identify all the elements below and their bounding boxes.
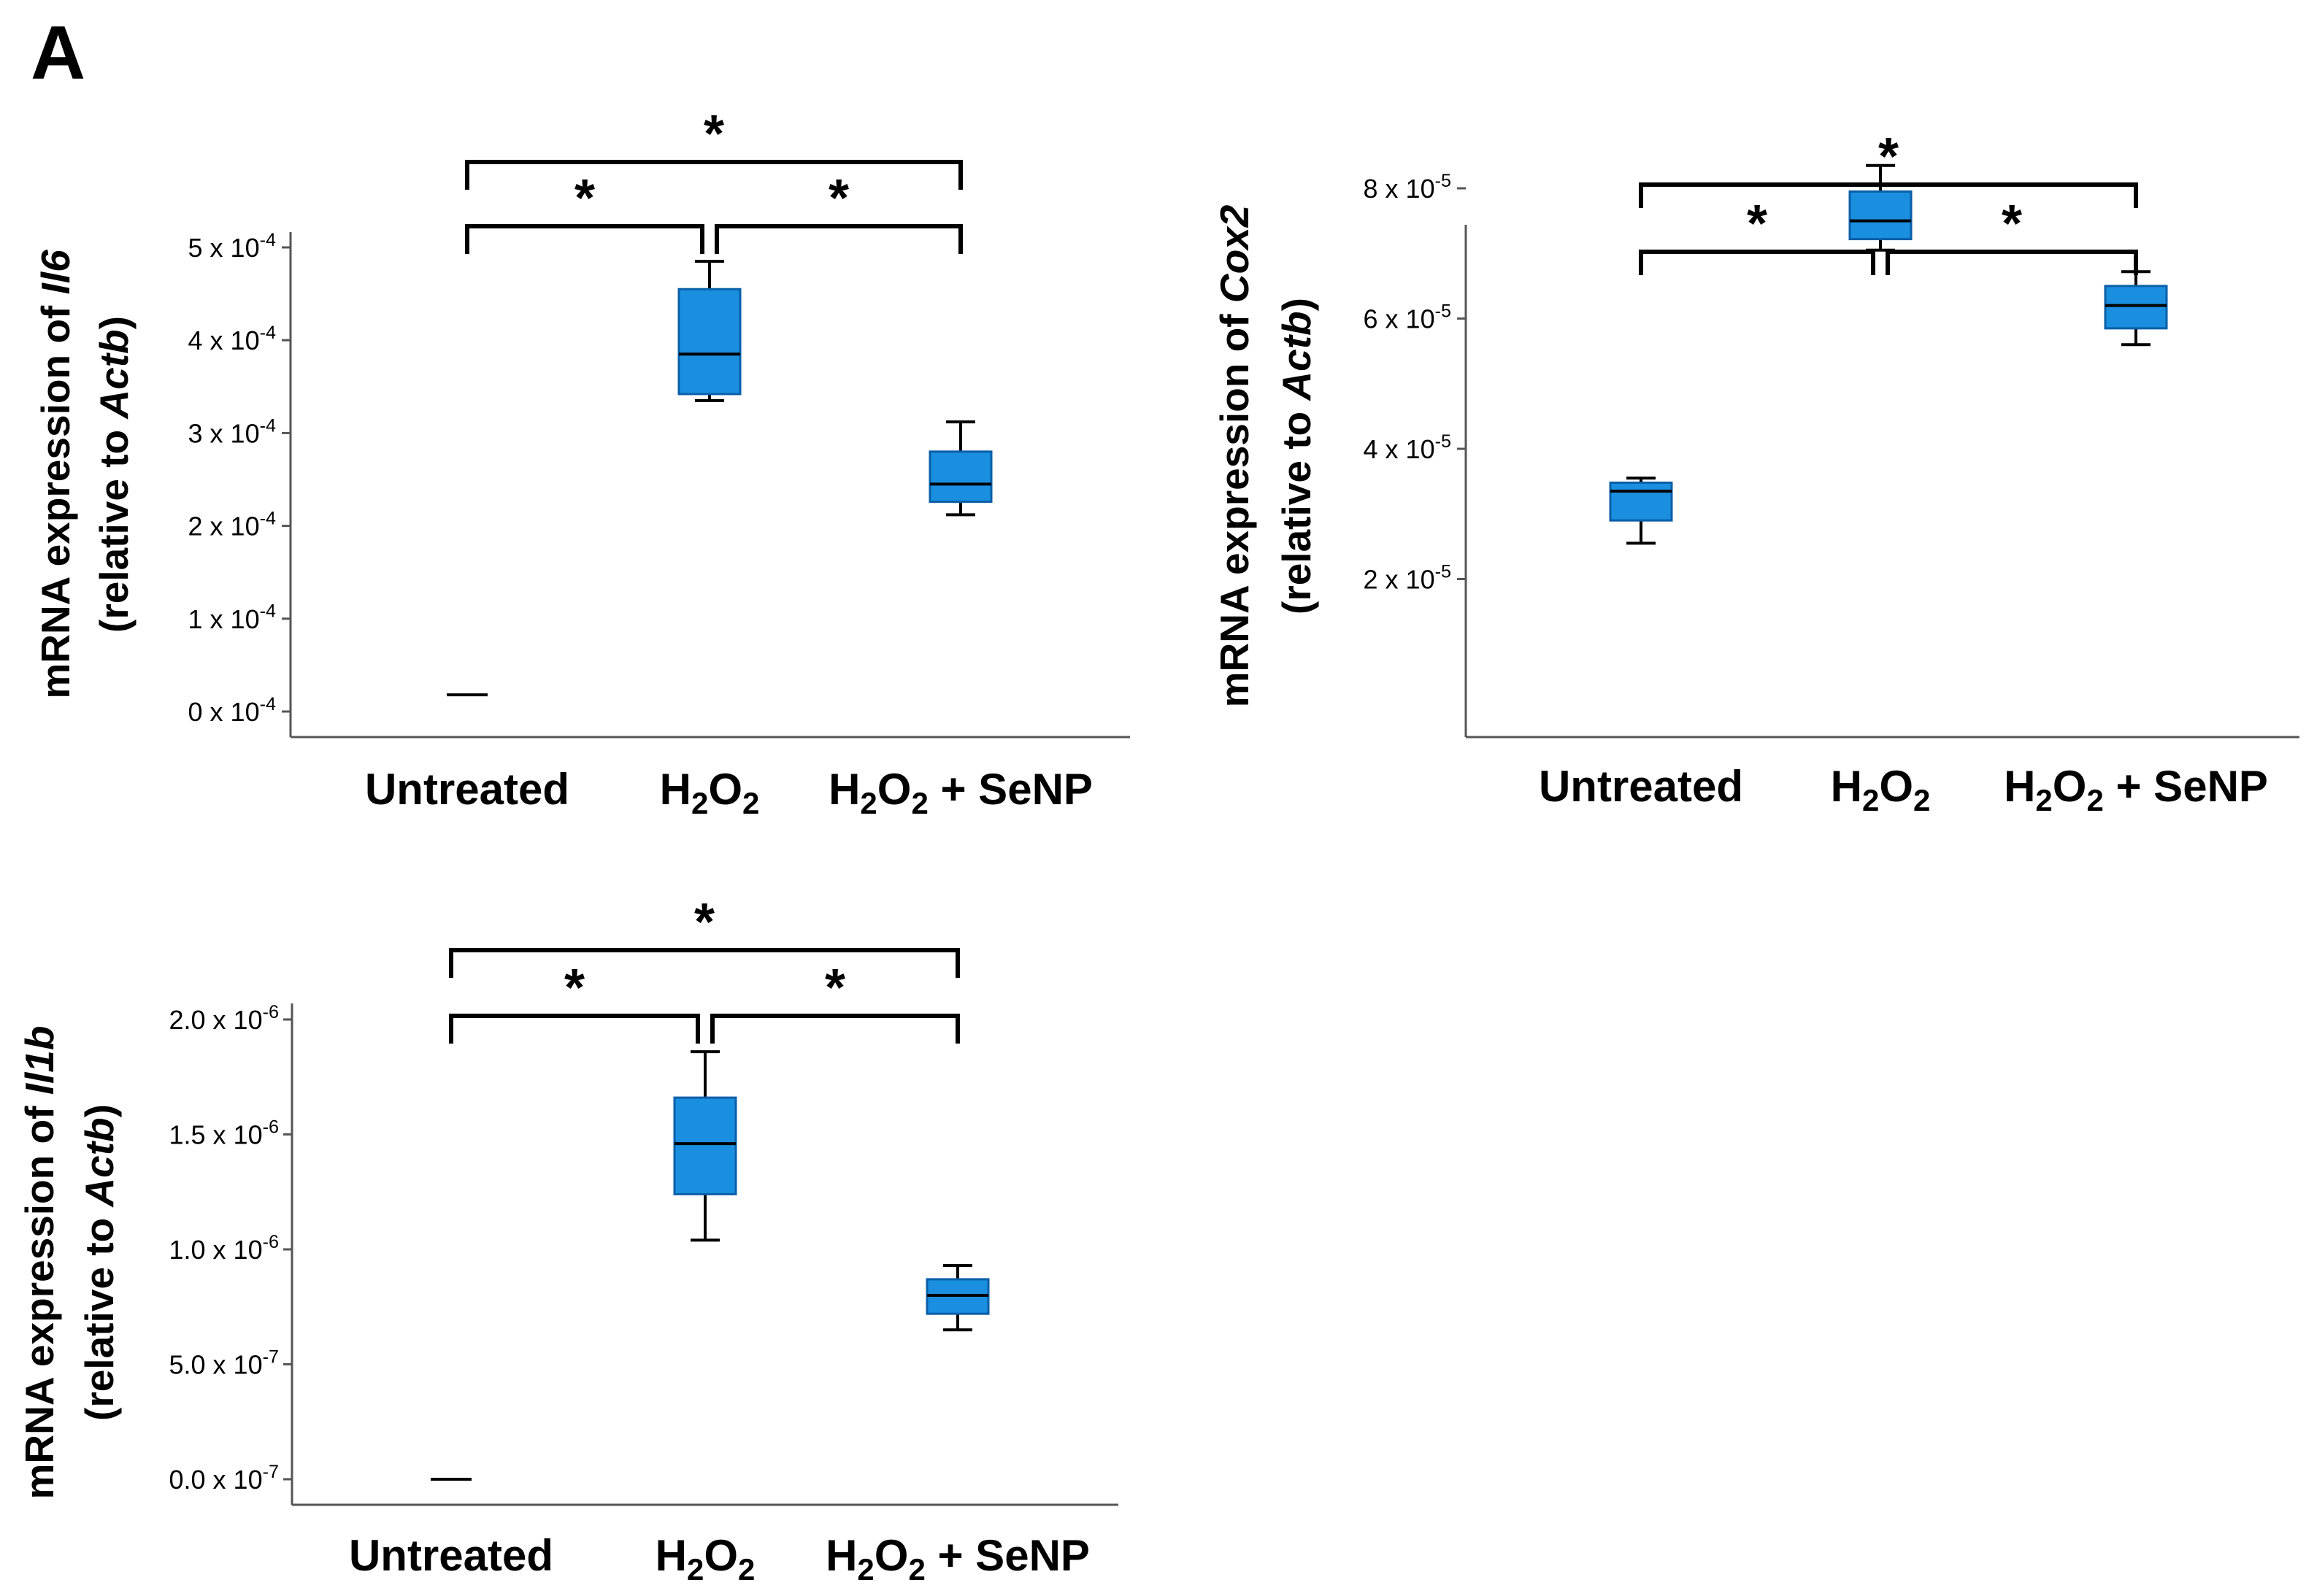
chart-panel-cox2: 2 x 10-5 4 x 10-5 6 x 10-5 8 x 10-5 mRNA exp… [1212,128,2299,817]
box-iqr [673,1096,737,1195]
box-plot-h2o2-senp [926,1264,990,1332]
chart-panel-il6: 0 x 10-4 1 x 10-4 2 x 10-4 3 x 10-4 4 x 10-4… [33,105,1130,820]
box-iqr [677,288,742,396]
box-plot-h2o2 [677,260,742,402]
significance-star: * [1878,128,1899,186]
x-category-label: H2O2 [1831,762,1931,817]
y-tick-label: 3 x 10-4 [188,415,276,448]
x-category-label: H2O2 + SeNP [829,765,1093,820]
bracket-line [1639,250,1875,275]
significance-star: * [825,959,845,1017]
box-iqr [2104,285,2168,330]
box-iqr [1609,481,1673,522]
box-plot-h2o2 [1848,163,1913,252]
y-tick-label: 2.0 x 10-6 [169,1002,280,1035]
significance-star: * [694,893,715,952]
y-axis-title-line1: mRNA expression of Cox2 [1212,204,1257,707]
box-iqr [1848,190,1913,241]
significance-bracket: * [465,105,963,190]
panel-label: A [31,11,85,96]
x-category-label: Untreated [349,1531,553,1580]
y-tick-label: 0.0 x 10-7 [169,1462,280,1495]
x-category-label: H2O2 + SeNP [826,1531,1090,1587]
box-plot-h2o2 [673,1050,737,1242]
x-category-label: H2O2 [656,1531,756,1587]
y-tick-label: 4 x 10-5 [1364,431,1451,464]
bracket-line [1886,250,2138,275]
y-tick-label: 8 x 10-5 [1364,171,1451,204]
y-axis-title-line2: (relative to Actb) [91,316,137,633]
y-tick-label: 1 x 10-4 [188,601,276,634]
bracket-line [715,224,963,254]
bracket-line [710,1014,960,1044]
y-tick-label: 5 x 10-4 [188,230,276,263]
bracket-line [449,948,960,978]
y-tick-label: 5.0 x 10-7 [169,1346,280,1379]
box-iqr [929,450,993,504]
box-plot-h2o2-senp [929,420,993,517]
x-category-label: H2O2 [660,765,760,820]
y-tick-label: 6 x 10-5 [1364,301,1451,334]
significance-bracket: * [715,169,963,254]
significance-bracket: * [710,959,960,1044]
y-tick-label: 2 x 10-5 [1364,561,1451,594]
y-axis-title-line2: (relative to Actb) [77,1104,122,1421]
significance-star: * [574,169,595,228]
y-tick-label: 2 x 10-4 [188,508,276,541]
box-plot-h2o2-senp [2104,270,2168,347]
significance-star: * [829,169,849,228]
significance-bracket: * [1886,195,2138,275]
chart-panel-il1b: 0.0 x 10-7 5.0 x 10-7 1.0 x 10-6 1.5 x 10-6… [17,893,1118,1587]
bracket-line [465,160,963,190]
y-axis-title-line2: (relative to Actb) [1274,298,1319,614]
y-tick-label: 1.5 x 10-6 [169,1117,280,1149]
y-tick-label: 4 x 10-4 [188,323,276,355]
y-axis-title-line1: mRNA expression of Il6 [33,250,78,699]
significance-bracket: * [1639,128,2138,208]
y-tick-label: 0 x 10-4 [188,694,276,727]
significance-star: * [2002,195,2022,253]
significance-star: * [564,959,585,1017]
significance-bracket: * [1639,195,1875,275]
significance-bracket: * [465,169,704,254]
significance-star: * [1747,195,1767,253]
significance-bracket: * [449,893,960,978]
significance-bracket: * [449,959,700,1044]
x-category-label: Untreated [365,765,569,814]
significance-star: * [704,105,724,163]
bracket-line [449,1014,700,1044]
bracket-line [465,224,704,254]
x-category-label: H2O2 + SeNP [2004,762,2268,817]
y-tick-label: 1.0 x 10-6 [169,1232,280,1265]
x-category-label: Untreated [1539,762,1743,811]
bracket-line [1639,182,2138,208]
box-plot-untreated [1609,477,1673,545]
y-axis-title-line1: mRNA expression of Il1b [17,1026,62,1500]
